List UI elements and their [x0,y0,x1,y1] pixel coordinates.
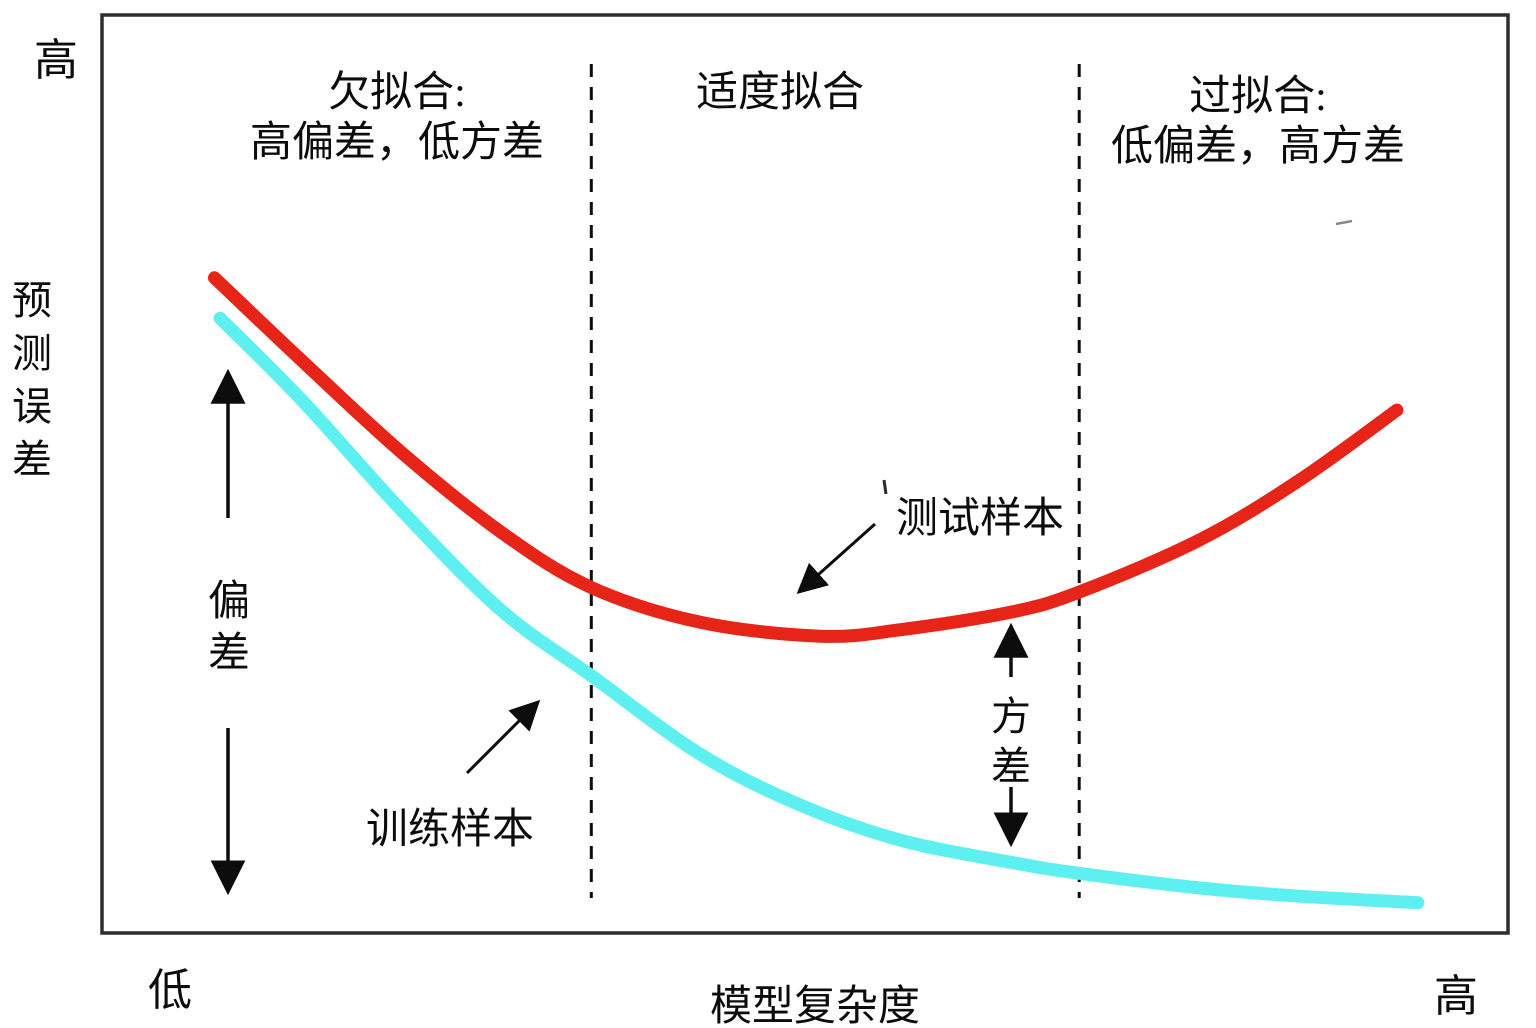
region-goodfit-line1: 适度拟合 [695,70,864,116]
region-underfitting-line1: 欠拟合: [328,70,466,116]
x-axis-title: 模型复杂度 [709,984,920,1028]
region-underfitting-label: 欠拟合: 高偏差，低方差 [182,68,612,168]
region-dividers [589,64,1081,898]
region-overfitting-line1: 过拟合: [1189,74,1327,120]
stray-tick-mark [882,479,888,495]
train-sample-curve [213,311,1425,910]
train-sample-label: 训练样本 [365,807,534,853]
region-underfitting-line2: 高偏差，低方差 [249,120,544,166]
x-axis-high-label: 高 [1434,972,1478,1021]
region-overfitting-label: 过拟合: 低偏差，高方差 [1048,72,1468,172]
y-axis-title: 预测误差 [12,278,52,482]
bias-label: 偏差 [207,579,250,677]
variance-label: 方差 [991,694,1031,789]
test-sample-curve [208,271,1404,643]
region-overfitting-line2: 低偏差，高方差 [1110,124,1405,170]
stray-dash-mark [1335,219,1353,226]
region-goodfit-label: 适度拟合 [580,68,980,118]
test-sample-label: 测试样本 [895,496,1064,542]
y-axis-high-label: 高 [34,36,78,85]
test-sample-pointer-arrow [796,522,876,594]
x-axis-low-label: 低 [148,966,192,1015]
plot-border [100,13,1510,935]
train-sample-pointer-arrow [465,699,541,775]
